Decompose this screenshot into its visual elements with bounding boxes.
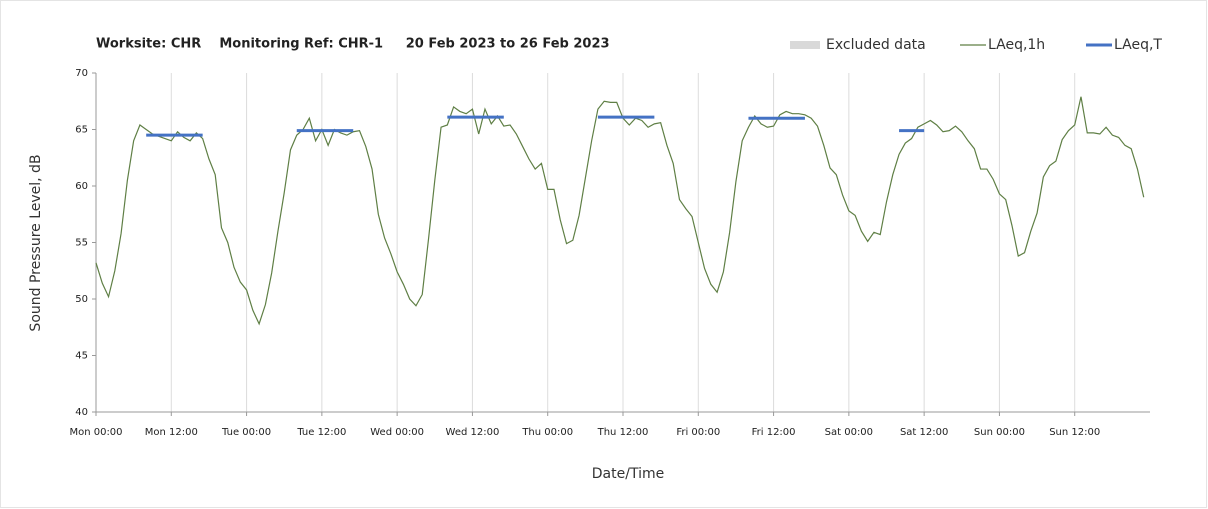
y-axis-title: Sound Pressure Level, dB	[28, 154, 44, 331]
x-tick-label: Wed 12:00	[446, 427, 500, 438]
x-tick-label: Mon 00:00	[69, 427, 122, 438]
legend-label: LAeq,T	[1114, 37, 1162, 53]
x-tick-label: Wed 00:00	[370, 427, 424, 438]
x-tick-label: Tue 12:00	[296, 427, 346, 438]
x-tick-label: Fri 00:00	[676, 427, 720, 438]
x-tick-label: Thu 00:00	[521, 427, 573, 438]
y-tick-label: 45	[75, 351, 88, 362]
x-tick-label: Sun 12:00	[1049, 427, 1100, 438]
x-axis-title: Date/Time	[592, 466, 664, 482]
x-tick-label: Tue 00:00	[221, 427, 271, 438]
data-line	[95, 96, 1145, 326]
x-tick-label: Thu 12:00	[597, 427, 649, 438]
legend-label: LAeq,1h	[988, 37, 1045, 53]
y-tick-label: 70	[75, 68, 88, 79]
x-tick-label: Fri 12:00	[752, 427, 796, 438]
x-tick-label: Sun 00:00	[974, 427, 1025, 438]
y-tick-label: 55	[75, 238, 88, 249]
legend-swatch	[790, 41, 820, 49]
x-tick-label: Sat 00:00	[825, 427, 873, 438]
x-tick-label: Sat 12:00	[900, 427, 948, 438]
x-tick-label: Mon 12:00	[145, 427, 198, 438]
y-tick-label: 40	[75, 407, 88, 418]
y-tick-label: 60	[75, 181, 88, 192]
legend-label: Excluded data	[826, 37, 926, 53]
y-tick-label: 65	[75, 125, 88, 136]
y-tick-label: 50	[75, 294, 88, 305]
chart-title: Worksite: CHR Monitoring Ref: CHR-1 20 F…	[96, 37, 610, 52]
